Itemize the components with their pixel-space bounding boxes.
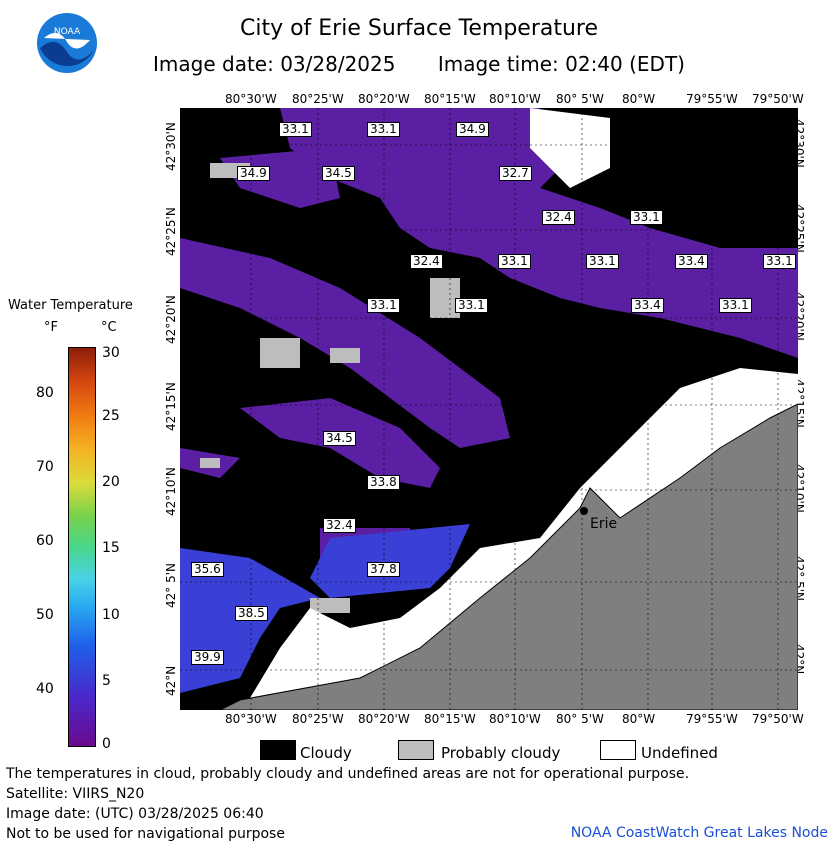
- lon-tick-top: 79°55'W: [686, 92, 738, 106]
- lon-tick-bottom: 80°30'W: [225, 712, 277, 726]
- satellite-note: Satellite: VIIRS_N20: [6, 786, 145, 802]
- subtitle: Image date: 03/28/2025 Image time: 02:40…: [0, 52, 838, 76]
- temperature-label: 34.9: [456, 122, 489, 137]
- temperature-label: 33.1: [586, 254, 619, 269]
- celsius-tick: 15: [102, 540, 120, 556]
- noaa-logo: NOAA: [36, 12, 98, 74]
- lon-tick-bottom: 80°W: [622, 712, 656, 726]
- temperature-label: 32.4: [410, 254, 443, 269]
- celsius-tick: 10: [102, 607, 120, 623]
- key-cloudy-label: Cloudy: [300, 744, 352, 762]
- temperature-label: 34.5: [322, 166, 355, 181]
- temperature-label: 33.1: [367, 298, 400, 313]
- lat-tick-left: 42°N: [164, 665, 178, 696]
- temperature-label: 37.8: [367, 562, 400, 577]
- fahrenheit-tick: 60: [36, 533, 54, 549]
- temperature-label: 33.1: [455, 298, 488, 313]
- temperature-label: 32.4: [542, 210, 575, 225]
- image-date: Image date: 03/28/2025: [153, 52, 396, 76]
- lon-tick-bottom: 79°55'W: [686, 712, 738, 726]
- lon-tick-top: 80°15'W: [424, 92, 476, 106]
- disclaimer-note: The temperatures in cloud, probably clou…: [6, 766, 690, 782]
- key-probably-cloudy-swatch: [398, 740, 434, 760]
- celsius-tick: 0: [102, 736, 111, 752]
- graticule: [180, 108, 798, 710]
- lon-tick-bottom: 80° 5'W: [556, 712, 604, 726]
- lon-tick-bottom: 80°10'W: [489, 712, 541, 726]
- temperature-map[interactable]: Erie 33.1 33.1 34.9 34.9 34.5 32.7 32.4 33.1 32.…: [180, 108, 798, 710]
- key-undefined-swatch: [600, 740, 636, 760]
- lat-tick-left: 42°15'N: [164, 382, 178, 431]
- temperature-label: 33.1: [630, 210, 663, 225]
- temperature-label: 33.1: [367, 122, 400, 137]
- temperature-label: 32.7: [499, 166, 532, 181]
- lon-tick-top: 80°20'W: [358, 92, 410, 106]
- key-undefined-label: Undefined: [641, 744, 718, 762]
- fahrenheit-tick: 40: [36, 681, 54, 697]
- temperature-label: 33.4: [631, 298, 664, 313]
- temperature-label: 32.4: [323, 518, 356, 533]
- legend-title: Water Temperature: [8, 298, 133, 313]
- temperature-label: 34.9: [237, 166, 270, 181]
- lat-tick-left: 42°25'N: [164, 207, 178, 256]
- lon-tick-top: 80°25'W: [292, 92, 344, 106]
- credit-link[interactable]: NOAA CoastWatch Great Lakes Node: [570, 825, 828, 841]
- lon-tick-top: 80°30'W: [225, 92, 277, 106]
- temperature-label: 33.4: [675, 254, 708, 269]
- fahrenheit-tick: 50: [36, 607, 54, 623]
- unit-fahrenheit: °F: [44, 320, 58, 335]
- lon-tick-top: 79°50'W: [752, 92, 804, 106]
- utc-date-note: Image date: (UTC) 03/28/2025 06:40: [6, 806, 264, 822]
- lon-tick-bottom: 80°25'W: [292, 712, 344, 726]
- lon-tick-top: 80° 5'W: [556, 92, 604, 106]
- celsius-tick: 5: [102, 673, 111, 689]
- lat-tick-left: 42° 5'N: [164, 563, 178, 608]
- key-cloudy-swatch: [260, 740, 296, 760]
- fahrenheit-tick: 80: [36, 385, 54, 401]
- lat-tick-left: 42°30'N: [164, 122, 178, 171]
- lon-tick-bottom: 80°20'W: [358, 712, 410, 726]
- lon-tick-bottom: 80°15'W: [424, 712, 476, 726]
- temperature-label: 33.1: [719, 298, 752, 313]
- lon-tick-top: 80°10'W: [489, 92, 541, 106]
- lat-tick-left: 42°10'N: [164, 467, 178, 516]
- celsius-tick: 20: [102, 474, 120, 490]
- temperature-label: 39.9: [191, 650, 224, 665]
- land-region: [219, 403, 798, 710]
- temperature-label: 38.5: [235, 606, 268, 621]
- temperature-label: 35.6: [191, 562, 224, 577]
- color-scale-bar: [68, 347, 96, 747]
- temperature-label: 33.1: [763, 254, 796, 269]
- navigation-note: Not to be used for navigational purpose: [6, 826, 285, 842]
- key-probably-cloudy-label: Probably cloudy: [441, 744, 561, 762]
- lon-tick-bottom: 79°50'W: [752, 712, 804, 726]
- lat-tick-left: 42°20'N: [164, 295, 178, 344]
- temperature-label: 33.8: [367, 475, 400, 490]
- city-label-erie: Erie: [590, 516, 617, 532]
- fahrenheit-tick: 70: [36, 459, 54, 475]
- temperature-label: 33.1: [279, 122, 312, 137]
- temperature-label: 34.5: [323, 431, 356, 446]
- page-title: City of Erie Surface Temperature: [239, 16, 599, 41]
- celsius-tick: 25: [102, 408, 120, 424]
- logo-text: NOAA: [54, 27, 81, 37]
- unit-celsius: °C: [101, 320, 117, 335]
- temperature-label: 33.1: [498, 254, 531, 269]
- celsius-tick: 30: [102, 345, 120, 361]
- map-graphic: Erie: [180, 108, 798, 710]
- city-marker-erie[interactable]: [580, 507, 588, 515]
- lon-tick-top: 80°W: [622, 92, 656, 106]
- image-time: Image time: 02:40 (EDT): [437, 52, 685, 76]
